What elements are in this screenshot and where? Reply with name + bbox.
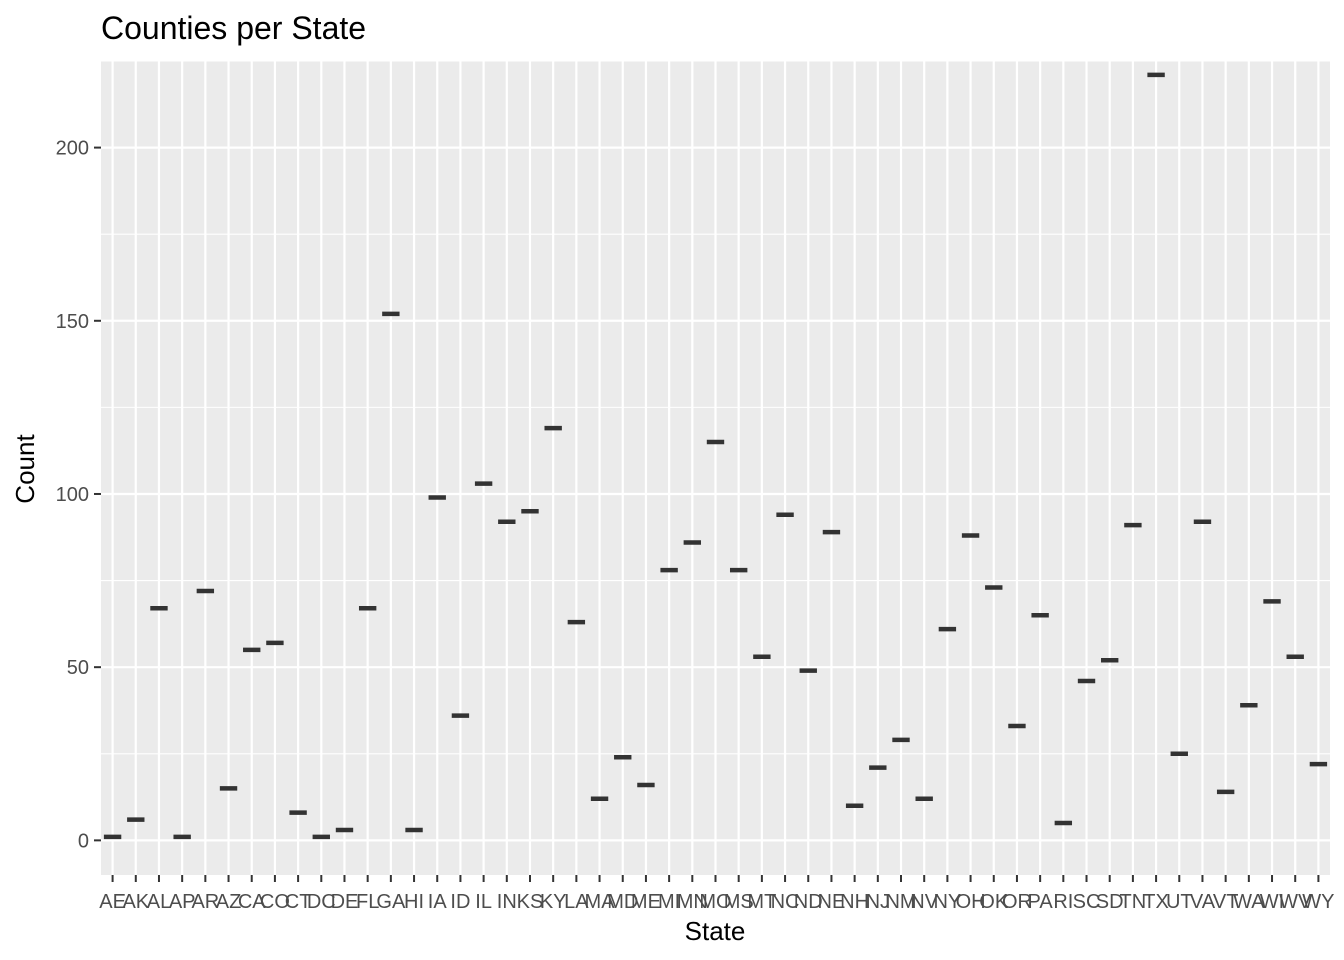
x-tick-label-DC: DC: [307, 891, 336, 913]
x-tick-label-NE: NE: [818, 891, 846, 913]
x-tick-label-AE: AE: [99, 891, 126, 913]
chart-title: Counties per State: [101, 10, 366, 46]
x-tick-label-AP: AP: [169, 891, 196, 913]
x-tick-label-VT: VT: [1213, 891, 1239, 913]
x-tick-label-CO: CO: [260, 891, 290, 913]
x-tick-label-CT: CT: [285, 891, 312, 913]
x-tick-label-KY: KY: [540, 891, 567, 913]
y-axis-title: Count: [10, 434, 40, 504]
x-tick-label-SC: SC: [1073, 891, 1101, 913]
x-axis-title: State: [685, 916, 746, 946]
x-tick-label-NM: NM: [885, 891, 916, 913]
x-tick-label-NY: NY: [933, 891, 961, 913]
x-tick-label-GA: GA: [376, 891, 406, 913]
x-tick-label-MS: MS: [724, 891, 754, 913]
x-tick-label-FL: FL: [356, 891, 379, 913]
x-tick-label-WV: WV: [1279, 891, 1312, 913]
x-tick-label-OH: OH: [956, 891, 986, 913]
x-tick-label-WI: WI: [1260, 891, 1284, 913]
x-tick-label-AZ: AZ: [216, 891, 242, 913]
x-tick-label-MN: MN: [677, 891, 708, 913]
x-tick-label-NH: NH: [840, 891, 869, 913]
x-tick-label-TX: TX: [1143, 891, 1169, 913]
x-tick-label-KS: KS: [517, 891, 544, 913]
x-tick-label-MA: MA: [585, 891, 616, 913]
x-tick-label-DE: DE: [331, 891, 359, 913]
x-tick-label-OR: OR: [1002, 891, 1032, 913]
x-tick-label-RI: RI: [1053, 891, 1073, 913]
x-tick-label-HI: HI: [404, 891, 424, 913]
x-tick-label-LA: LA: [564, 891, 589, 913]
y-axis: 0 50 100 150 200: [56, 138, 101, 852]
x-tick-label-TN: TN: [1120, 891, 1147, 913]
x-tick-label-NV: NV: [910, 891, 938, 913]
x-tick-label-MO: MO: [699, 891, 731, 913]
x-tick-label-AK: AK: [122, 891, 149, 913]
x-tick-label-WA: WA: [1233, 891, 1265, 913]
x-tick-label-VA: VA: [1190, 891, 1216, 913]
y-tick-label: 100: [56, 484, 89, 506]
x-tick-label-CA: CA: [238, 891, 266, 913]
x-tick-label-IL: IL: [475, 891, 492, 913]
x-tick-label-MT: MT: [747, 891, 776, 913]
x-tick-label-PA: PA: [1028, 891, 1054, 913]
x-tick-label-MD: MD: [607, 891, 638, 913]
y-tick-label: 50: [67, 657, 89, 679]
major-gridlines: [101, 61, 1330, 875]
y-tick-label: 0: [78, 830, 89, 852]
x-tick-label-UT: UT: [1166, 891, 1193, 913]
x-tick-label-AL: AL: [147, 891, 171, 913]
y-tick-label: 200: [56, 138, 89, 160]
x-tick-label-IA: IA: [428, 891, 448, 913]
x-tick-label-ME: ME: [631, 891, 661, 913]
x-tick-label-AR: AR: [191, 891, 219, 913]
x-tick-label-IN: IN: [497, 891, 517, 913]
x-tick-label-NJ: NJ: [866, 891, 890, 913]
x-tick-label-ID: ID: [450, 891, 470, 913]
data-marks: [103, 72, 1328, 840]
x-tick-label-WY: WY: [1302, 891, 1334, 913]
y-tick-label: 150: [56, 311, 89, 333]
x-tick-label-SD: SD: [1096, 891, 1124, 913]
x-tick-label-MI: MI: [658, 891, 680, 913]
x-tick-label-ND: ND: [794, 891, 823, 913]
x-tick-label-NC: NC: [771, 891, 800, 913]
x-tick-label-OK: OK: [979, 891, 1009, 913]
